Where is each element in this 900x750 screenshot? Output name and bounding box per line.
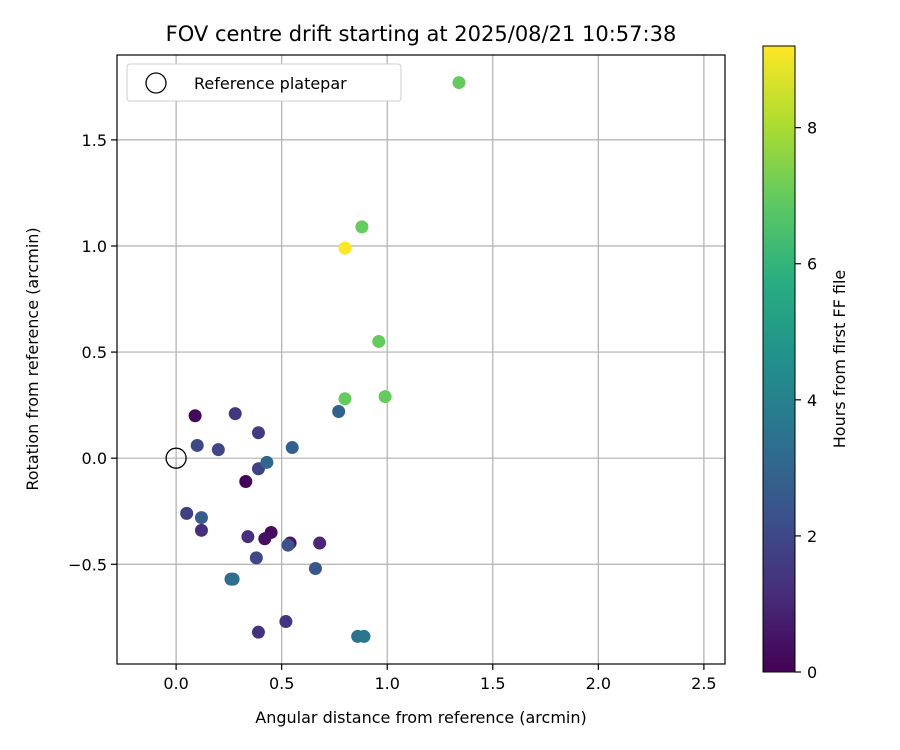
data-point bbox=[190, 438, 204, 452]
y-tick-label: 1.5 bbox=[82, 131, 107, 150]
data-point bbox=[355, 220, 369, 234]
reference-platepar-marker bbox=[165, 447, 187, 469]
data-point bbox=[251, 625, 265, 639]
data-points bbox=[165, 76, 466, 643]
x-tick-label: 0.0 bbox=[163, 674, 188, 693]
data-point bbox=[251, 426, 265, 440]
legend: Reference platepar bbox=[126, 63, 402, 102]
data-point bbox=[281, 538, 295, 552]
data-point bbox=[372, 334, 386, 348]
data-point bbox=[378, 390, 392, 404]
legend-box bbox=[126, 63, 402, 102]
data-point bbox=[357, 629, 371, 643]
legend-marker-reference bbox=[145, 72, 167, 94]
x-tick-label: 0.5 bbox=[269, 674, 294, 693]
x-tick-label: 2.0 bbox=[586, 674, 611, 693]
colorbar-gradient bbox=[762, 45, 796, 673]
grid bbox=[117, 55, 725, 664]
colorbar-tick-label: 8 bbox=[807, 119, 817, 138]
colorbar-tick-label: 2 bbox=[807, 527, 817, 546]
data-point bbox=[338, 241, 352, 255]
data-point bbox=[194, 511, 208, 525]
y-tick-label: 0.0 bbox=[82, 449, 107, 468]
colorbar-tick-label: 6 bbox=[807, 255, 817, 274]
x-axis-ticks: 0.0 0.5 1.0 1.5 2.0 2.5 bbox=[163, 664, 717, 693]
data-point bbox=[211, 443, 225, 457]
data-point bbox=[452, 76, 466, 90]
data-point bbox=[241, 530, 255, 544]
colorbar-label: Hours from first FF file bbox=[830, 270, 849, 449]
x-tick-label: 1.0 bbox=[374, 674, 399, 693]
data-point bbox=[260, 455, 274, 469]
chart-title: FOV centre drift starting at 2025/08/21 … bbox=[166, 22, 677, 46]
data-point bbox=[338, 392, 352, 406]
data-point bbox=[180, 506, 194, 520]
colorbar-ticks: 0 2 4 6 8 bbox=[795, 119, 817, 682]
x-tick-label: 2.5 bbox=[691, 674, 716, 693]
data-point bbox=[239, 475, 253, 489]
y-axis-ticks: −0.5 0.0 0.5 1.0 1.5 bbox=[68, 131, 117, 574]
y-axis-label: Rotation from reference (arcmin) bbox=[23, 227, 42, 490]
data-point bbox=[188, 409, 202, 423]
y-tick-label: −0.5 bbox=[68, 555, 107, 574]
data-point bbox=[279, 615, 293, 629]
data-point bbox=[226, 572, 240, 586]
colorbar-tick-label: 4 bbox=[807, 391, 817, 410]
data-point bbox=[249, 551, 263, 565]
data-point bbox=[258, 532, 272, 546]
data-point bbox=[194, 523, 208, 537]
data-point bbox=[228, 407, 242, 421]
colorbar: 0 2 4 6 8 Hours from first FF file bbox=[762, 45, 849, 682]
x-tick-label: 1.5 bbox=[480, 674, 505, 693]
x-axis-label: Angular distance from reference (arcmin) bbox=[255, 708, 586, 727]
colorbar-tick-label: 0 bbox=[807, 663, 817, 682]
legend-entry-reference: Reference platepar bbox=[194, 74, 347, 93]
plot-frame bbox=[116, 54, 726, 665]
data-point bbox=[313, 536, 327, 550]
y-tick-label: 0.5 bbox=[82, 343, 107, 362]
data-point bbox=[308, 562, 322, 576]
y-tick-label: 1.0 bbox=[82, 237, 107, 256]
data-point bbox=[332, 404, 346, 418]
data-point bbox=[285, 441, 299, 455]
